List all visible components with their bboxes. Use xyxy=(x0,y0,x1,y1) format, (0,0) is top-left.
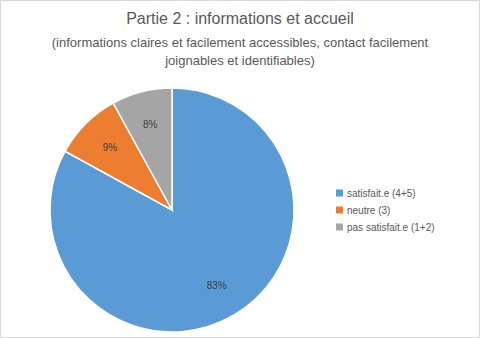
chart-container: 83% 9% 8% satisfait.e (4+5) neutre (3) pas sa… xyxy=(0,0,480,338)
legend-label: pas satisfait.e (1+2) xyxy=(347,222,435,233)
legend-item: pas satisfait.e (1+2) xyxy=(336,222,435,233)
legend-label: neutre (3) xyxy=(347,205,390,216)
chart-title: Partie 2 : informations et accueil xyxy=(0,10,480,28)
chart-subtitle: (informations claires et facilement acce… xyxy=(50,34,430,70)
legend-item: satisfait.e (4+5) xyxy=(336,188,416,199)
legend: satisfait.e (4+5) neutre (3) pas satisfait… xyxy=(336,188,435,233)
chart-svg: 83% 9% 8% satisfait.e (4+5) neutre (3) pas sa… xyxy=(0,0,480,338)
data-labels: 83% 9% 8% xyxy=(103,119,227,291)
chart-frame xyxy=(1,1,480,338)
pie-slice xyxy=(50,88,294,332)
data-label: 9% xyxy=(103,142,118,153)
legend-item: neutre (3) xyxy=(336,205,390,216)
data-label: 83% xyxy=(207,280,227,291)
legend-swatch xyxy=(336,190,343,197)
pie-slice xyxy=(113,88,172,210)
legend-swatch xyxy=(336,224,343,231)
data-label: 8% xyxy=(143,119,158,130)
pie xyxy=(50,88,294,332)
legend-label: satisfait.e (4+5) xyxy=(347,188,416,199)
legend-swatch xyxy=(336,207,343,214)
